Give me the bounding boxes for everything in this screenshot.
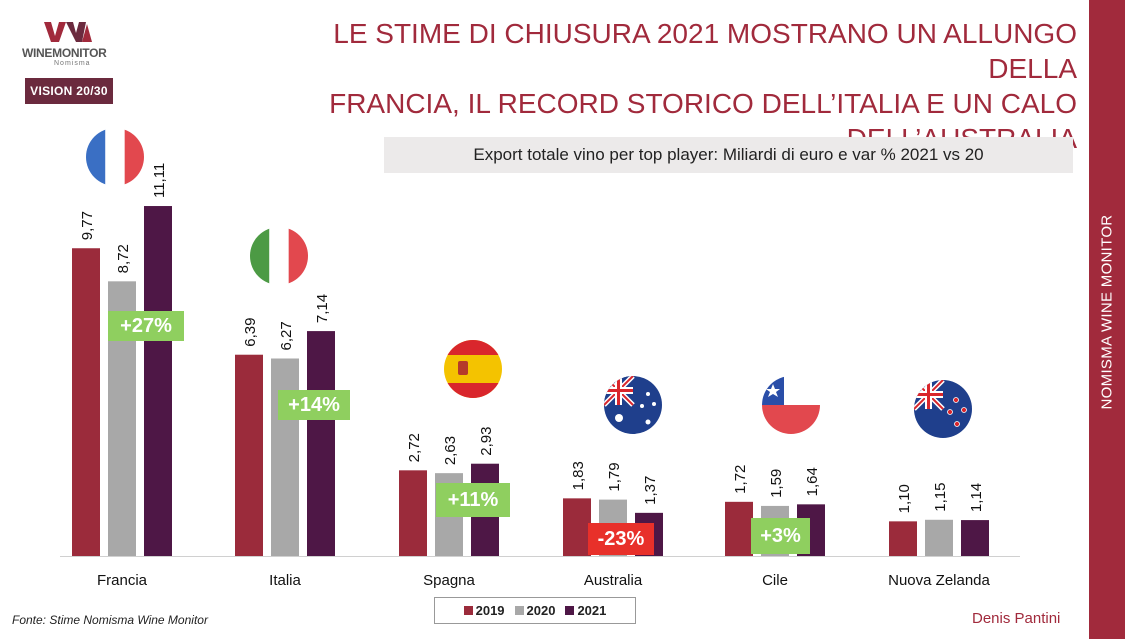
- variation-badge-francia: +27%: [108, 311, 184, 341]
- side-banner: NOMISMA WINE MONITOR: [1089, 0, 1125, 639]
- bar-2019-spagna: [399, 470, 427, 556]
- category-label: Francia: [97, 572, 148, 589]
- variation-badge-australia: -23%: [588, 523, 654, 555]
- legend-item-2019: 2019: [463, 603, 505, 618]
- bar-2021-francia: [144, 206, 172, 556]
- data-label: 2,72: [406, 433, 423, 462]
- logo-name: WINEMONITOR: [22, 46, 107, 60]
- legend-label: 2021: [577, 603, 607, 618]
- data-label: 1,10: [896, 484, 913, 513]
- legend-label: 2019: [475, 603, 505, 618]
- wine-monitor-logo: WINEMONITOR Nomisma: [22, 20, 120, 67]
- data-label: 9,77: [79, 211, 96, 240]
- data-label: 1,72: [732, 465, 749, 494]
- bar-2019-francia: [72, 248, 100, 556]
- variation-label: +3%: [760, 524, 801, 547]
- bar-2021-nuova-zelanda: [961, 520, 989, 556]
- bar-2020-italia: [271, 358, 299, 556]
- variation-label: +27%: [120, 314, 172, 337]
- new-zealand-flag-icon: [914, 380, 972, 438]
- bar-2020-nuova-zelanda: [925, 519, 953, 556]
- legend-item-2020: 2020: [514, 603, 556, 618]
- spain-flag-icon: [444, 340, 502, 398]
- data-label: 1,37: [642, 476, 659, 505]
- category-label: Nuova Zelanda: [888, 572, 990, 589]
- bar-2019-australia: [563, 498, 591, 556]
- bar-2021-italia: [307, 331, 335, 556]
- data-label: 1,59: [768, 469, 785, 498]
- data-label: 1,15: [932, 483, 949, 512]
- chart-legend: 2019 2020 2021: [434, 597, 636, 624]
- category-label: Italia: [269, 572, 301, 589]
- legend-swatch: [565, 606, 575, 615]
- category-label: Australia: [584, 572, 643, 589]
- data-label: 2,93: [478, 427, 495, 456]
- logo-subtitle: Nomisma: [54, 60, 91, 67]
- data-label: 6,27: [278, 321, 295, 350]
- variation-label: -23%: [597, 527, 645, 550]
- data-label: 11,11: [151, 163, 168, 198]
- data-label: 7,14: [314, 294, 331, 323]
- vision-badge: VISION 20/30: [25, 78, 113, 104]
- wine-monitor-logo-mark-icon: [44, 22, 92, 42]
- france-flag-icon: [86, 128, 144, 186]
- legend-swatch: [463, 606, 473, 615]
- author-name: Denis Pantini: [972, 610, 1061, 627]
- variation-label: +11%: [447, 488, 499, 511]
- variation-label: +14%: [288, 393, 340, 416]
- legend-swatch: [514, 606, 524, 615]
- data-label: 1,79: [606, 462, 623, 491]
- italy-flag-icon: [250, 227, 308, 285]
- source-note: Fonte: Stime Nomisma Wine Monitor: [12, 613, 208, 627]
- variation-badge-cile: +3%: [751, 518, 810, 554]
- variation-badge-italia: +14%: [278, 390, 350, 420]
- variation-badge-spagna: +11%: [436, 483, 510, 517]
- bar-2019-italia: [235, 354, 263, 556]
- legend-label: 2020: [526, 603, 556, 618]
- data-label: 1,83: [570, 461, 587, 490]
- data-label: 2,63: [442, 436, 459, 465]
- category-label: Cile: [762, 572, 788, 589]
- legend-item-2021: 2021: [565, 603, 606, 618]
- data-label: 1,14: [968, 483, 985, 512]
- chart-title: Export totale vino per top player: Milia…: [384, 137, 1073, 173]
- bar-2019-cile: [725, 501, 753, 556]
- data-label: 6,39: [242, 318, 259, 347]
- data-label: 8,72: [115, 244, 132, 273]
- bar-2019-nuova-zelanda: [889, 521, 917, 556]
- category-label: Spagna: [423, 572, 475, 589]
- data-label: 1,64: [804, 467, 821, 496]
